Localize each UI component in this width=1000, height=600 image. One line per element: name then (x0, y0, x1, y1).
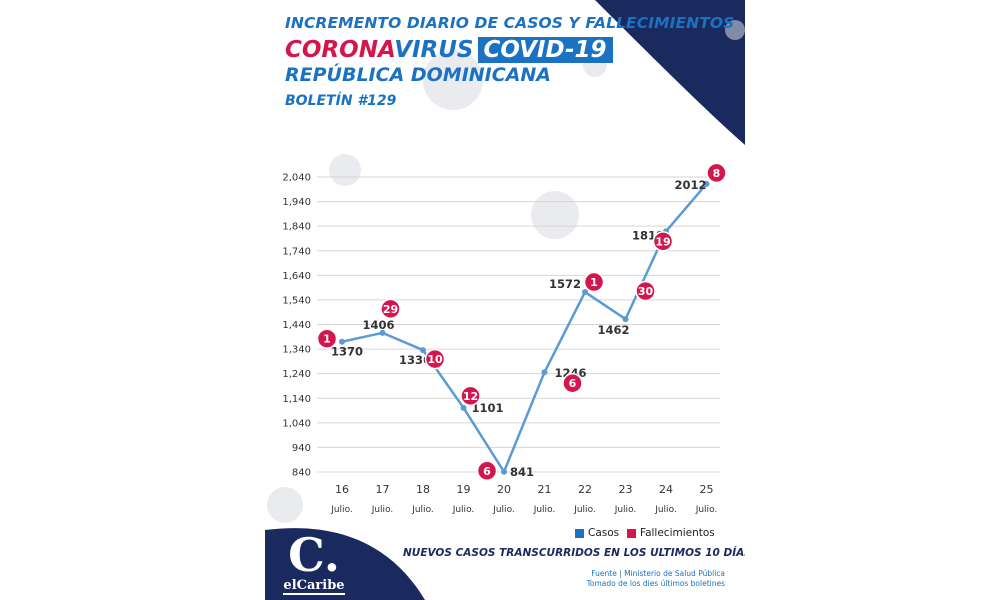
fallecimientos-badge (652, 231, 674, 252)
casos-point (460, 404, 467, 411)
x-tick-sublabel: Julio. (330, 505, 353, 515)
x-tick-label: 21 (538, 483, 552, 496)
casos-data-label: 1462 (597, 323, 629, 337)
y-tick-label: 1,140 (282, 394, 311, 405)
y-tick-label: 1,940 (282, 197, 311, 208)
fallecimientos-data-label: 10 (427, 353, 443, 366)
y-tick-label: 1,640 (282, 271, 311, 282)
casos-point (582, 289, 588, 296)
casos-series-line (341, 183, 708, 474)
x-tick-label: 17 (376, 483, 390, 496)
y-tick-label: 1,240 (282, 369, 311, 380)
casos-point (501, 468, 507, 475)
casos-point (379, 329, 386, 336)
fallecimientos-data-label: 6 (569, 377, 577, 390)
legend-item-fallecimientos: Fallecimientos (627, 527, 715, 539)
x-tick-label: 20 (497, 483, 511, 496)
legend-item-casos: Casos (575, 527, 619, 539)
y-tick-label: 1,840 (282, 222, 311, 233)
title-covid-badge: COVID-19 (477, 37, 613, 63)
casos-data-label: 1572 (549, 277, 581, 291)
casos-data-label: 1336 (399, 353, 431, 367)
fallecimientos-badge (706, 162, 727, 184)
legend-label-fallecimientos: Fallecimientos (640, 527, 715, 539)
fallecimientos-data-label: 12 (463, 390, 478, 403)
x-tick-sublabel: Julio. (371, 505, 394, 515)
y-tick-label: 1,540 (282, 295, 311, 306)
fallecimientos-data-label: 19 (655, 235, 670, 248)
casos-data-label: 841 (510, 465, 534, 479)
fallecimientos-data-label: 1 (590, 276, 598, 289)
title-corona: CORONA (285, 37, 395, 63)
title-coronavirus: CORONAVIRUS COVID-19 (285, 37, 613, 63)
y-tick-label: 1,040 (282, 418, 311, 429)
line-chart: 840 940 1,040 1,140 1,240 1,340 1,440 1,540 1,64… (282, 162, 727, 515)
x-tick-label: 18 (416, 483, 430, 496)
x-tick-sublabel: Julio. (695, 505, 718, 515)
fallecimientos-badge (635, 280, 656, 302)
casos-point (339, 338, 345, 345)
x-tick-sublabel: Julio. (411, 505, 434, 515)
x-tick-sublabel: Julio. (452, 505, 475, 515)
footer-caption: NUEVOS CASOS TRANSCURRIDOS EN LOS ULTIMO… (403, 547, 745, 559)
source-line-2: Tomado de los dies últimos boletines (586, 579, 725, 588)
y-tick-label: 940 (292, 443, 311, 454)
title-virus: VIRUS (394, 37, 474, 63)
casos-data-label: 1370 (331, 345, 363, 359)
fallecimientos-badge (316, 328, 338, 349)
fallecimientos-data-label: 29 (383, 303, 398, 316)
source-line-1: Fuente | Ministerio de Salud Pública (591, 569, 725, 578)
fallecimientos-data-label: 8 (713, 167, 721, 180)
x-tick-sublabel: Julio. (533, 505, 556, 515)
infographic-poster: INCREMENTO DIARIO DE CASOS Y FALLECIMIEN… (265, 0, 745, 600)
fallecimientos-badge (562, 372, 583, 394)
logo-wordmark: elCaribe (283, 578, 345, 595)
legend-swatch-casos (575, 528, 584, 538)
casos-data-label: 1101 (472, 401, 504, 415)
x-tick-label: 23 (619, 483, 633, 496)
fallecimientos-badge (583, 271, 605, 293)
top-corner-shape (595, 0, 745, 145)
y-tick-label: 1,340 (282, 345, 311, 356)
x-tick-label: 24 (659, 483, 673, 496)
bottom-corner-shape (265, 528, 425, 600)
x-tick-sublabel: Julio. (573, 505, 596, 515)
fallecimientos-data-label: 30 (638, 285, 654, 298)
y-tick-label: 840 (292, 468, 311, 479)
fallecimientos-badge (424, 348, 446, 370)
y-tick-label: 1,740 (282, 246, 311, 257)
x-tick-sublabel: Julio. (492, 505, 515, 515)
fallecimientos-badge (460, 385, 481, 407)
elcaribe-logo: C. elCaribe (283, 532, 345, 596)
legend-swatch-fallecimientos (627, 528, 636, 538)
fallecimientos-badge (380, 298, 401, 320)
x-tick-label: 22 (578, 483, 592, 496)
fallecimientos-badge (476, 460, 498, 482)
x-tick-label: 19 (457, 483, 471, 496)
y-tick-label: 1,440 (282, 320, 311, 331)
casos-point (541, 369, 548, 376)
casos-point (703, 180, 710, 187)
y-tick-label: 2,040 (282, 173, 311, 184)
casos-point (420, 347, 426, 354)
casos-point (622, 316, 629, 323)
x-tick-label: 16 (335, 483, 349, 496)
x-tick-label: 25 (700, 483, 714, 496)
fallecimientos-data-label: 6 (483, 465, 491, 478)
casos-data-label: 2012 (674, 178, 706, 192)
legend-label-casos: Casos (588, 527, 620, 539)
fallecimientos-data-label: 1 (323, 333, 331, 346)
title-line-1: INCREMENTO DIARIO DE CASOS Y FALLECIMIEN… (285, 14, 735, 32)
bulletin-number: BOLETÍN #129 (285, 93, 397, 109)
casos-data-label: 1406 (362, 318, 394, 332)
x-tick-sublabel: Julio. (614, 505, 637, 515)
logo-letter: C. (288, 528, 340, 582)
title-country: REPÚBLICA DOMINICANA (285, 64, 552, 86)
x-tick-sublabel: Julio. (654, 505, 677, 515)
